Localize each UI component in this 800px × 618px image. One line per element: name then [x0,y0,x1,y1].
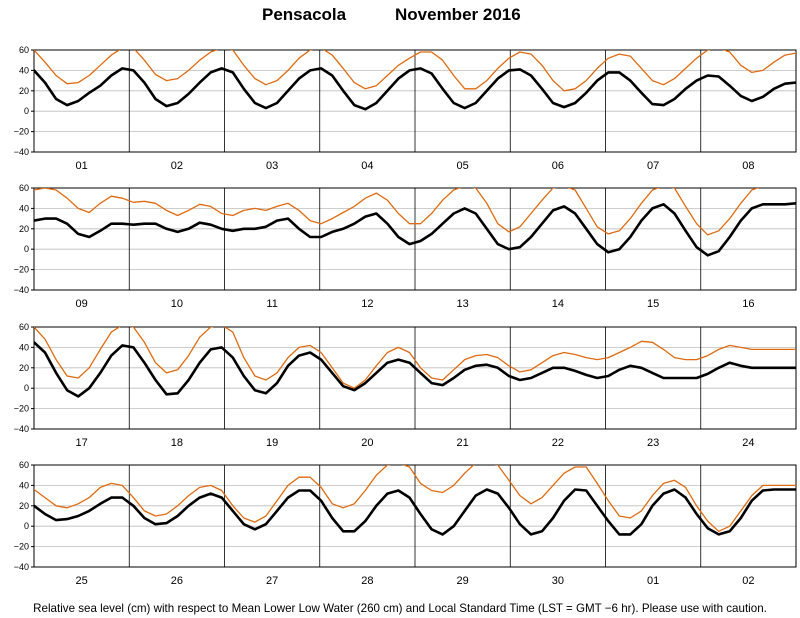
predicted-series-p2 [34,188,760,236]
chart-caption: Relative sea level (cm) with respect to … [33,602,767,615]
day-label: 28 [361,575,373,587]
observed-series-p2 [34,202,796,257]
y-tick-label: −40 [14,147,29,157]
y-tick-label: 60 [19,322,29,332]
y-tick-label: 0 [24,244,29,254]
y-tick-label: −40 [14,562,29,572]
day-label: 02 [742,575,754,587]
y-tick-label: −40 [14,424,29,434]
y-tick-label: 20 [19,86,29,96]
observed-series-p4 [34,488,796,536]
y-tick-label: 20 [19,363,29,373]
day-label: 09 [76,298,88,310]
day-label: 18 [171,437,183,449]
chart-title-station: Pensacola [262,5,347,24]
y-tick-label: 0 [24,521,29,531]
day-label: 23 [647,437,659,449]
day-label: 01 [76,160,88,172]
y-tick-label: −20 [14,542,29,552]
day-label: 25 [76,575,88,587]
y-tick-label: −20 [14,404,29,414]
day-label: 17 [76,437,88,449]
y-tick-label: 40 [19,342,29,352]
day-label: 05 [457,160,469,172]
day-label: 22 [552,437,564,449]
day-label: 11 [266,298,277,310]
day-label: 30 [552,575,564,587]
day-label: 12 [361,298,373,310]
day-label: 10 [171,298,183,310]
day-label: 04 [361,160,373,172]
y-tick-label: 40 [19,480,29,490]
y-tick-label: 0 [24,383,29,393]
y-tick-label: 20 [19,224,29,234]
day-label: 19 [266,437,278,449]
plot-frame-p4 [33,464,797,568]
y-tick-label: 60 [19,183,29,193]
day-label: 01 [647,575,659,587]
y-tick-label: 0 [24,106,29,116]
predicted-series-p4 [34,465,796,532]
day-label: 24 [742,437,754,449]
predicted-series-p3 [34,327,796,389]
day-label: 15 [647,298,659,310]
y-tick-label: −20 [14,265,29,275]
y-tick-label: 20 [19,501,29,511]
day-label: 06 [552,160,564,172]
day-label: 21 [457,437,469,449]
plot-frame-p1 [33,49,797,153]
day-label: 14 [552,298,564,310]
day-label: 27 [266,575,278,587]
y-tick-label: −20 [14,127,29,137]
y-tick-label: 60 [19,460,29,470]
observed-series-p3 [34,341,796,398]
day-label: 02 [171,160,183,172]
plot-frame-p3 [33,326,797,430]
y-tick-label: 40 [19,203,29,213]
y-tick-label: −40 [14,285,29,295]
day-label: 26 [171,575,183,587]
y-tick-label: 60 [19,45,29,55]
day-label: 29 [457,575,469,587]
day-label: 07 [647,160,659,172]
chart-title-period: November 2016 [395,5,521,24]
day-label: 08 [742,160,754,172]
day-label: 16 [742,298,754,310]
observed-series-p1 [34,67,796,111]
day-label: 13 [457,298,469,310]
day-label: 20 [361,437,373,449]
plot-frame-p2 [33,187,797,291]
predicted-series-p1 [34,50,796,92]
day-label: 03 [266,160,278,172]
y-tick-label: 40 [19,65,29,75]
